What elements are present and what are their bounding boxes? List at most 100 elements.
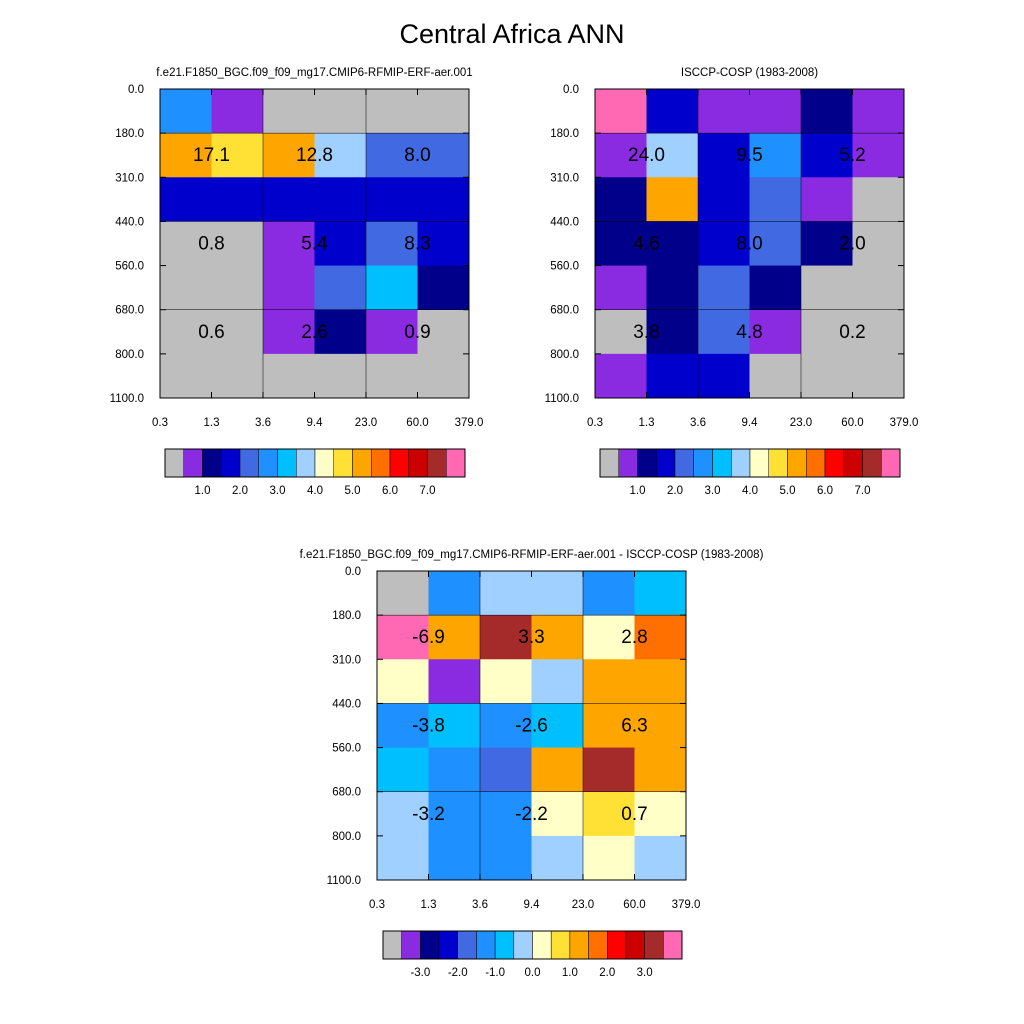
y-tick-label: 680.0	[332, 787, 361, 799]
x-tick-label: 0.3	[369, 899, 385, 911]
heatmap-cell	[377, 703, 429, 748]
heatmap-cell	[314, 89, 367, 134]
cell-value-label: -6.9	[412, 627, 445, 648]
cell-value-label: 5.2	[839, 145, 865, 166]
x-tick-label: 1.3	[204, 417, 220, 429]
cell-value-label: 4.6	[633, 234, 659, 255]
cell-value-label: 3.3	[518, 627, 544, 648]
colorbar-label: 2.0	[599, 967, 615, 979]
heatmap-cell	[417, 309, 470, 355]
heatmap-cell	[698, 221, 750, 266]
heatmap-cell	[314, 353, 367, 399]
heatmap-cell	[160, 353, 212, 399]
colorbar-swatch	[314, 448, 334, 478]
colorbar-swatch	[427, 448, 447, 478]
heatmap-cell	[583, 791, 635, 837]
heatmap-cell	[634, 791, 687, 837]
heatmap-cell	[531, 659, 584, 704]
heatmap-cell	[366, 309, 418, 355]
heatmap-cell	[583, 835, 635, 881]
cell-value-label: 0.9	[404, 322, 430, 343]
cell-value-label: 0.7	[621, 804, 647, 825]
heatmap-cell	[852, 265, 905, 311]
heatmap-cell	[417, 265, 470, 311]
colorbar-swatch	[712, 448, 732, 478]
heatmap-cell	[211, 177, 264, 222]
heatmap-cell	[595, 265, 647, 311]
y-tick-label: 440.0	[115, 216, 144, 228]
x-tick-label: 3.6	[472, 899, 488, 911]
x-tick-label: 1.3	[639, 417, 655, 429]
y-tick-label: 800.0	[332, 831, 361, 843]
heatmap-cell	[634, 835, 687, 881]
colorbar-swatch	[787, 448, 807, 478]
heatmap-cell	[698, 353, 750, 399]
heatmap-cell	[480, 571, 532, 616]
colorbar-swatch	[476, 930, 496, 960]
heatmap-cell	[801, 89, 853, 134]
cell-value-label: 5.4	[301, 234, 328, 255]
heatmap-cell	[531, 571, 584, 616]
colorbar-swatch	[408, 448, 428, 478]
colorbar-swatch	[663, 930, 683, 960]
cell-value-label: 4.8	[736, 322, 762, 343]
heatmap-cell	[801, 133, 853, 178]
heatmap-cell	[480, 703, 532, 748]
heatmap-cell	[480, 615, 532, 660]
heatmap-cell	[852, 221, 905, 266]
heatmap-cell	[595, 221, 647, 266]
heatmap-cell	[583, 571, 635, 616]
cell-value-label: -2.2	[515, 804, 548, 825]
colorbar-swatch	[656, 448, 676, 478]
colorbar-swatch	[401, 930, 421, 960]
figure-title: Central Africa ANN	[399, 19, 625, 49]
heatmap-cell	[852, 89, 905, 134]
colorbar-swatch	[607, 930, 627, 960]
y-tick-label: 1100.0	[545, 393, 579, 405]
heatmap-cell	[749, 221, 802, 266]
colorbar-frame	[164, 448, 466, 478]
colorbar: 1.0 2.0 3.0 4.0 5.0 6.0 7.0	[164, 448, 466, 497]
colorbar-label: 1.0	[562, 967, 578, 979]
heatmap-cell	[583, 703, 635, 748]
y-tick-label: 310.0	[332, 654, 361, 666]
heatmap-cell	[377, 615, 429, 660]
heatmap-cell	[417, 221, 470, 266]
colorbar-swatch	[183, 448, 203, 478]
colorbar-swatch	[420, 930, 440, 960]
panel-1: f.e21.F1850_BGC.f09_f09_mg17.CMIP6-RFMIP…	[110, 67, 484, 497]
colorbar-label: 1.0	[630, 485, 646, 497]
heatmap-cell	[583, 659, 635, 704]
heatmap-cell	[852, 177, 905, 222]
heatmap-cell	[749, 353, 802, 399]
colorbar-swatch	[768, 448, 788, 478]
colorbar-swatch	[382, 930, 402, 960]
colorbar-swatch	[588, 930, 608, 960]
colorbar-label: 3.0	[705, 485, 721, 497]
y-tick-label: 1100.0	[110, 393, 144, 405]
heatmap-cell	[698, 89, 750, 134]
heatmap-cell	[160, 309, 212, 355]
heatmap-cell	[428, 615, 481, 660]
colorbar-swatch	[625, 930, 645, 960]
heatmap-cell	[366, 89, 418, 134]
y-tick-label: 800.0	[550, 349, 579, 361]
heatmap-cell	[531, 835, 584, 881]
colorbar-label: 4.0	[307, 485, 323, 497]
colorbar-label: 6.0	[382, 485, 398, 497]
colorbar-swatch	[550, 930, 571, 960]
heatmap-cell	[801, 177, 853, 222]
colorbar-label: -1.0	[485, 967, 505, 979]
colorbar-swatch	[389, 448, 409, 478]
colorbar-swatch	[599, 448, 619, 478]
colorbar-swatch	[277, 448, 297, 478]
y-tick-label: 180.0	[550, 128, 579, 140]
heatmap-cell	[211, 133, 264, 178]
heatmap-cell	[646, 309, 699, 355]
heatmap-cell	[160, 265, 212, 311]
y-tick-label: 180.0	[115, 128, 144, 140]
heatmap-cell	[211, 221, 264, 266]
x-tick-label: 3.6	[255, 417, 271, 429]
heatmap-cell	[263, 265, 315, 311]
heatmap-cell	[263, 353, 315, 399]
